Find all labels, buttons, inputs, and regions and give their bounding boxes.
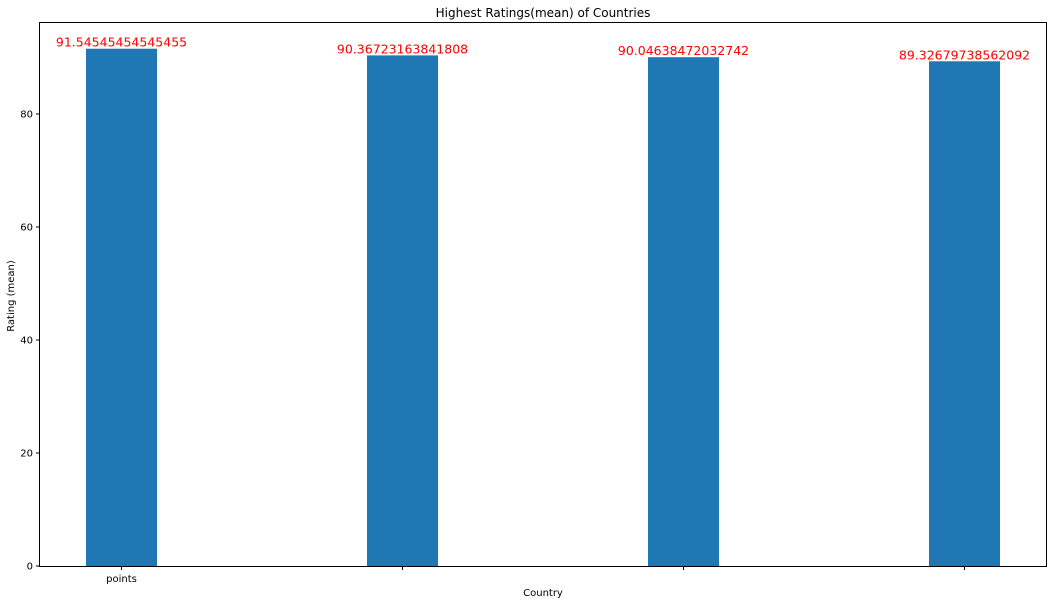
bar-3 — [929, 61, 1000, 567]
y-tick-label-0: 0 — [27, 562, 33, 573]
value-label-0: 91.54545454545455 — [56, 35, 187, 50]
value-labels-layer: 91.54545454545455 90.36723163841808 90.046… — [56, 35, 1030, 63]
y-axis: 0 20 40 60 80 — [20, 109, 40, 573]
value-label-2: 90.04638472032742 — [618, 43, 749, 58]
y-tick-label-4: 80 — [20, 109, 33, 120]
value-label-3: 89.32679738562092 — [899, 47, 1030, 62]
bar-2 — [648, 57, 719, 566]
y-tick-label-3: 60 — [20, 222, 33, 233]
value-label-1: 90.36723163841808 — [337, 41, 468, 56]
plot-frame — [39, 22, 1047, 567]
x-axis-title: Country — [523, 588, 563, 599]
x-axis: points — [106, 566, 965, 585]
bar-1 — [367, 55, 438, 566]
y-tick-label-1: 20 — [20, 448, 33, 459]
bars-layer — [86, 48, 1000, 567]
chart-title: Highest Ratings(mean) of Countries — [436, 6, 651, 20]
y-axis-title: Rating (mean) — [6, 260, 17, 332]
bar-0 — [86, 48, 157, 566]
y-tick-label-2: 40 — [20, 335, 33, 346]
x-tick-label-0: points — [106, 574, 137, 585]
